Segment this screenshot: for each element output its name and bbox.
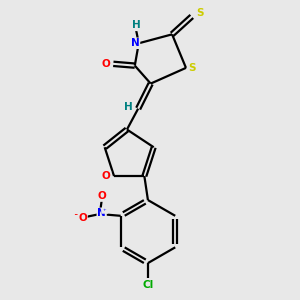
Text: S: S xyxy=(196,8,203,18)
Text: O: O xyxy=(97,191,106,201)
Text: $^+$: $^+$ xyxy=(102,208,108,213)
Text: O: O xyxy=(102,171,110,181)
Text: N: N xyxy=(131,38,140,48)
Text: N: N xyxy=(97,208,106,218)
Text: O: O xyxy=(101,59,110,69)
Text: Cl: Cl xyxy=(142,280,154,290)
Text: H: H xyxy=(131,20,140,30)
Text: O: O xyxy=(78,213,87,223)
Text: ⁻: ⁻ xyxy=(73,211,80,224)
Text: S: S xyxy=(189,63,196,73)
Text: H: H xyxy=(124,102,133,112)
